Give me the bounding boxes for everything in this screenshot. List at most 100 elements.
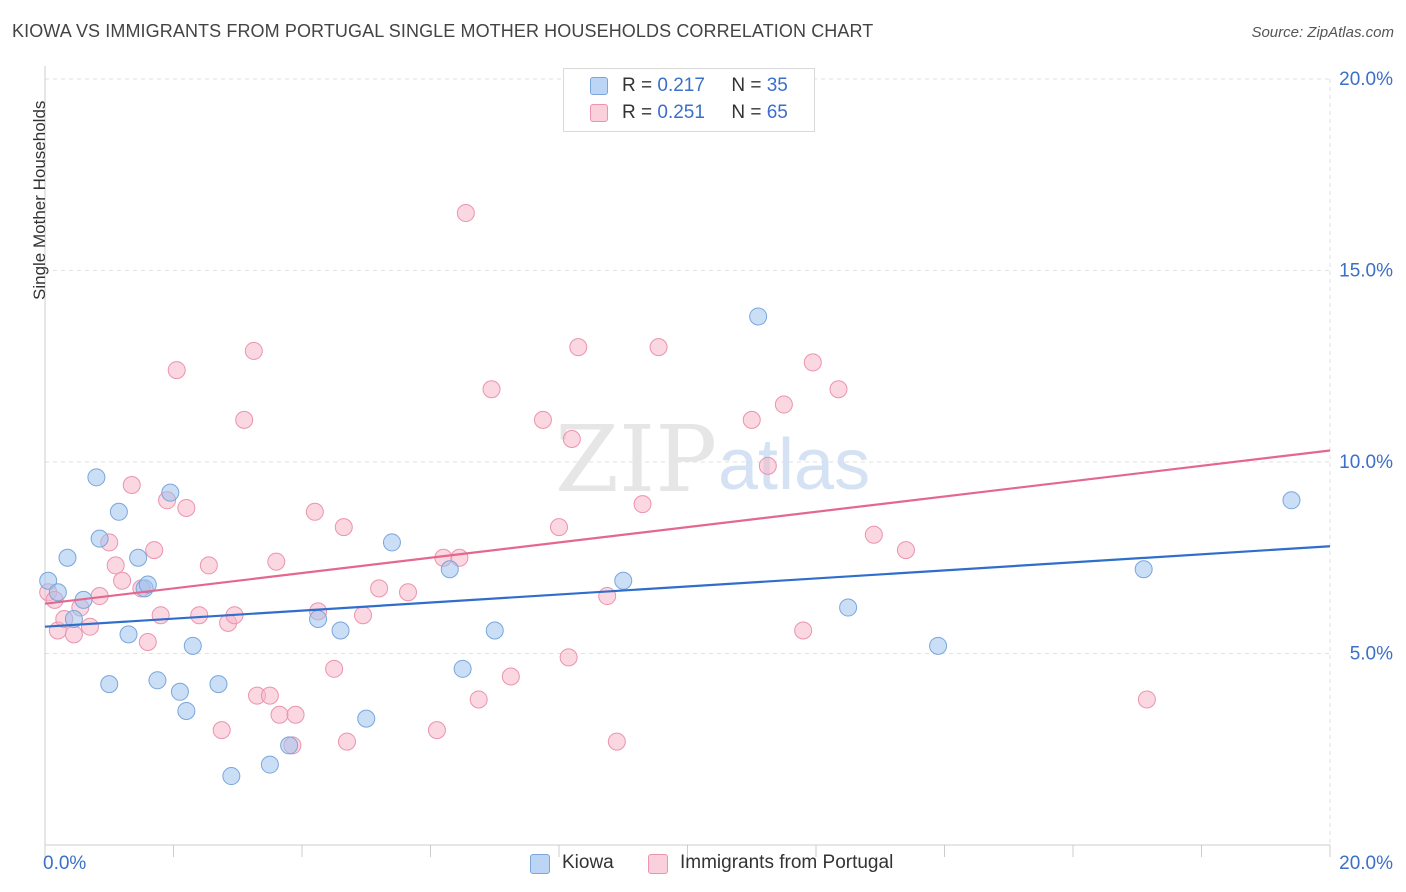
y-tick-label: 5.0% — [1350, 644, 1393, 665]
data-point — [469, 690, 488, 709]
legend-stats: R = 0.217 N = 35 R = 0.251 N = 65 — [563, 68, 815, 132]
data-point — [482, 380, 501, 399]
data-point — [48, 583, 67, 602]
data-point — [1134, 560, 1153, 579]
y-tick-label: 20.0% — [1339, 69, 1393, 90]
data-point — [148, 671, 167, 690]
data-point — [399, 583, 418, 602]
data-point — [145, 541, 164, 560]
legend-label-kiowa: Kiowa — [562, 852, 614, 873]
data-point — [167, 361, 186, 380]
data-point — [382, 533, 401, 552]
data-point — [839, 598, 858, 617]
data-point — [742, 410, 761, 429]
portugal-swatch — [648, 854, 668, 874]
data-point — [1137, 690, 1156, 709]
data-point — [260, 755, 279, 774]
data-point — [113, 571, 132, 590]
data-point — [286, 705, 305, 724]
data-point — [305, 502, 324, 521]
data-point — [331, 621, 350, 640]
data-point — [309, 610, 328, 629]
data-point — [170, 682, 189, 701]
data-point — [337, 732, 356, 751]
data-point — [803, 353, 822, 372]
data-point — [235, 410, 254, 429]
data-point — [758, 456, 777, 475]
n-label: N = — [731, 75, 762, 96]
chart-title: KIOWA VS IMMIGRANTS FROM PORTUGAL SINGLE… — [12, 21, 874, 41]
data-point — [138, 575, 157, 594]
data-point — [749, 307, 768, 326]
y-axis-label: Single Mother Households — [30, 100, 49, 300]
data-point — [64, 625, 83, 644]
data-point — [161, 483, 180, 502]
trendline-kiowa — [44, 545, 1331, 628]
data-point — [39, 571, 58, 590]
data-point — [794, 621, 813, 640]
x-tick-label: 20.0% — [1339, 853, 1393, 874]
data-point — [90, 529, 109, 548]
data-point — [177, 701, 196, 720]
n-label: N = — [731, 102, 762, 123]
n-value: 65 — [766, 102, 788, 123]
data-point — [151, 606, 170, 625]
data-point — [569, 338, 588, 357]
data-point — [325, 659, 344, 678]
y-tick-label: 10.0% — [1339, 452, 1393, 473]
portugal-swatch — [590, 104, 608, 122]
data-point — [270, 705, 289, 724]
data-point — [774, 395, 793, 414]
data-point — [209, 675, 228, 694]
watermark-zip: ZIP — [555, 406, 717, 513]
data-point — [633, 495, 652, 514]
r-label: R = — [622, 75, 653, 96]
n-value: 35 — [766, 75, 788, 96]
data-point — [138, 633, 157, 652]
data-point — [177, 498, 196, 517]
data-point — [485, 621, 504, 640]
data-point — [607, 732, 626, 751]
data-point — [122, 475, 141, 494]
data-point — [649, 338, 668, 357]
data-point — [129, 548, 148, 567]
data-point — [929, 636, 948, 655]
data-point — [109, 502, 128, 521]
data-point — [896, 541, 915, 560]
data-point — [260, 686, 279, 705]
data-point — [106, 556, 125, 575]
data-point — [456, 204, 475, 223]
data-point — [58, 548, 77, 567]
legend-label-portugal: Immigrants from Portugal — [680, 852, 894, 873]
series-portugal-points — [39, 204, 1156, 755]
data-point — [212, 721, 231, 740]
data-point — [370, 579, 389, 598]
kiowa-swatch — [530, 854, 550, 874]
legend-stats-text: R = 0.217 N = 35 — [622, 75, 788, 97]
data-point — [190, 606, 209, 625]
source-label: Source: ZipAtlas.com — [1251, 24, 1394, 41]
trendline-portugal — [44, 449, 1331, 605]
data-point — [614, 571, 633, 590]
r-value: 0.251 — [657, 102, 705, 123]
data-point — [354, 606, 373, 625]
r-label: R = — [622, 102, 653, 123]
data-point — [440, 560, 459, 579]
legend-stats-text: R = 0.251 N = 65 — [622, 102, 788, 124]
data-point — [357, 709, 376, 728]
data-point — [222, 767, 241, 786]
kiowa-swatch — [590, 77, 608, 95]
watermark-atlas: atlas — [718, 425, 870, 505]
data-point — [119, 625, 138, 644]
data-point — [199, 556, 218, 575]
data-point — [427, 721, 446, 740]
data-point — [334, 518, 353, 537]
series-kiowa-points — [39, 307, 1301, 786]
x-tick-label: 0.0% — [43, 853, 86, 874]
data-point — [533, 410, 552, 429]
data-point — [501, 667, 520, 686]
data-point — [267, 552, 286, 571]
r-value: 0.217 — [657, 75, 705, 96]
data-point — [453, 659, 472, 678]
data-point — [87, 468, 106, 487]
